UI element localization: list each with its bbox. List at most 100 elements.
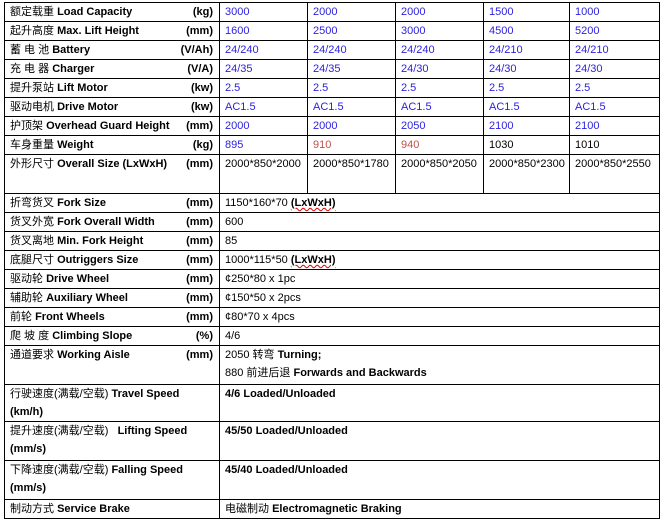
- table-row: 底腿尺寸 Outriggers Size (mm) 1000*115*50 (LxW…: [4, 250, 660, 270]
- value: 2500: [313, 25, 338, 37]
- table-row: 提升速度(满载/空载) Lifting Speed (mm/s) 45/50 Loa…: [4, 421, 660, 461]
- unit: (V/A): [187, 63, 213, 75]
- value: ¢80*70 x 4pcs: [225, 311, 295, 323]
- value-cell: 24/30: [483, 59, 570, 79]
- table-row: 起升高度 Max. Lift Height (mm) 1600 2500 3000 450…: [4, 21, 660, 41]
- unit: (mm/s): [10, 443, 47, 455]
- table-row: 护顶架 Overhead Guard Height (mm) 2000 2000 205…: [4, 116, 660, 136]
- label-cn: 车身重量: [10, 139, 54, 151]
- table-row: 额定载重 Load Capacity (kg) 3000 2000 2000 1500 10…: [4, 2, 660, 22]
- table-row: 车身重量 Weight (kg) 895 910 940 1030 1010: [4, 135, 660, 155]
- value-cell: AC1.5: [307, 97, 396, 117]
- value: 24/35: [313, 63, 341, 75]
- row-label: 制动方式 Service Brake: [4, 499, 220, 519]
- value: 2.5: [313, 82, 329, 94]
- value-cn: 电磁制动: [225, 503, 269, 515]
- value-cell: 1010: [569, 135, 660, 155]
- unit: (kw): [191, 82, 213, 94]
- row-label: 提升速度(满载/空载) Lifting Speed (mm/s): [4, 421, 220, 461]
- table-row: 货叉离地 Min. Fork Height (mm) 85: [4, 231, 660, 251]
- value-cell: 24/240: [395, 40, 484, 60]
- value-cell: 24/30: [395, 59, 484, 79]
- value-cell: 3000: [395, 21, 484, 41]
- value-cell: 2.5: [219, 78, 308, 98]
- row-label: 蓄 电 池 Battery (V/Ah): [4, 40, 220, 60]
- value-cn: 转弯: [252, 349, 275, 361]
- value-en: Forwards and Backwards: [293, 367, 427, 379]
- value: 4/6 Loaded/Unloaded: [225, 388, 336, 400]
- label-en: Travel Speed (km/h): [10, 388, 180, 418]
- label-cn: 底腿尺寸: [10, 254, 54, 266]
- value-cell: 2050 转弯 Turning; 880 前进后退 Forwards and Ba…: [219, 345, 660, 385]
- row-label: 车身重量 Weight (kg): [4, 135, 220, 155]
- value: 2.5: [575, 82, 591, 94]
- value-cell: 2000: [395, 2, 484, 22]
- label-cn: 制动方式: [10, 503, 54, 515]
- value: 880: [225, 367, 244, 379]
- row-label: 辅助轮 Auxiliary Wheel (mm): [4, 288, 220, 308]
- unit: (mm): [186, 197, 213, 209]
- value-cell: 1500: [483, 2, 570, 22]
- label-cn: 行驶速度(满载/空载): [10, 388, 109, 400]
- table-row: 制动方式 Service Brake 电磁制动 Electromagnetic B…: [4, 499, 660, 519]
- label-cn: 充 电 器: [10, 63, 50, 75]
- label-en: Overall Size (LxWxH): [57, 158, 168, 170]
- value: 940: [401, 139, 420, 151]
- label-en: Drive Motor: [57, 101, 119, 113]
- table-row: 蓄 电 池 Battery (V/Ah) 24/240 24/240 24/240 24/…: [4, 40, 660, 60]
- row-label: 下降速度(满载/空载) Falling Speed (mm/s): [4, 460, 220, 500]
- label-cn: 起升高度: [10, 25, 54, 37]
- value-cell: 600: [219, 212, 660, 232]
- row-label: 驱动轮 Drive Wheel (mm): [4, 269, 220, 289]
- value: AC1.5: [225, 101, 256, 113]
- value: 1000*115*50: [225, 254, 288, 266]
- value: 1150*160*70: [225, 197, 288, 209]
- table-row: 前轮 Front Wheels (mm) ¢80*70 x 4pcs: [4, 307, 660, 327]
- unit: (mm/s): [10, 482, 47, 494]
- unit: (mm): [186, 349, 213, 361]
- row-label: 行驶速度(满载/空载) Travel Speed (km/h): [4, 384, 220, 422]
- value-cell: 24/35: [307, 59, 396, 79]
- value: AC1.5: [489, 101, 520, 113]
- value: 2100: [489, 120, 514, 132]
- label-en: Service Brake: [57, 503, 130, 515]
- value-cell: 1150*160*70 (LxWxH): [219, 193, 660, 213]
- value-cell: 2.5: [307, 78, 396, 98]
- label-cn: 额定载重: [10, 6, 54, 18]
- value-cell: 1000*115*50 (LxWxH): [219, 250, 660, 270]
- label-en: Weight: [57, 139, 94, 151]
- unit: (kw): [191, 101, 213, 113]
- label-en: Front Wheels: [35, 311, 105, 323]
- value-cell: 85: [219, 231, 660, 251]
- value: 2000: [225, 120, 250, 132]
- value: 24/240: [401, 44, 435, 56]
- label-en: Auxiliary Wheel: [46, 292, 128, 304]
- value: 2000*850*2550: [575, 158, 651, 170]
- value: 2000: [401, 6, 426, 18]
- label-cn: 货叉离地: [10, 235, 54, 247]
- value-cell: 2000*850*2050: [395, 154, 484, 194]
- unit: (mm): [186, 273, 213, 285]
- value-cell: AC1.5: [395, 97, 484, 117]
- value-cell: AC1.5: [483, 97, 570, 117]
- value: AC1.5: [401, 101, 432, 113]
- unit: (mm): [186, 25, 213, 37]
- value: 1000: [575, 6, 600, 18]
- table-row: 充 电 器 Charger (V/A) 24/35 24/35 24/30 24/30 24…: [4, 59, 660, 79]
- label-en: Fork Overall Width: [57, 216, 155, 228]
- value-cell: 1030: [483, 135, 570, 155]
- value-en: Turning;: [277, 349, 322, 361]
- row-label: 折弯货叉 Fork Size (mm): [4, 193, 220, 213]
- value: 24/30: [489, 63, 517, 75]
- label-en: Load Capacity: [57, 6, 133, 18]
- label-en: Working Aisle: [57, 349, 130, 361]
- value-cell: 2.5: [483, 78, 570, 98]
- row-label: 爬 坡 度 Climbing Slope (%): [4, 326, 220, 346]
- row-label: 底腿尺寸 Outriggers Size (mm): [4, 250, 220, 270]
- value-cell: 4/6 Loaded/Unloaded: [219, 384, 660, 422]
- label-cn: 驱动电机: [10, 101, 54, 113]
- label-en: Drive Wheel: [46, 273, 110, 285]
- table-row: 外形尺寸 Overall Size (LxWxH) (mm) 2000*850*20…: [4, 154, 660, 194]
- row-label: 护顶架 Overhead Guard Height (mm): [4, 116, 220, 136]
- value: AC1.5: [575, 101, 606, 113]
